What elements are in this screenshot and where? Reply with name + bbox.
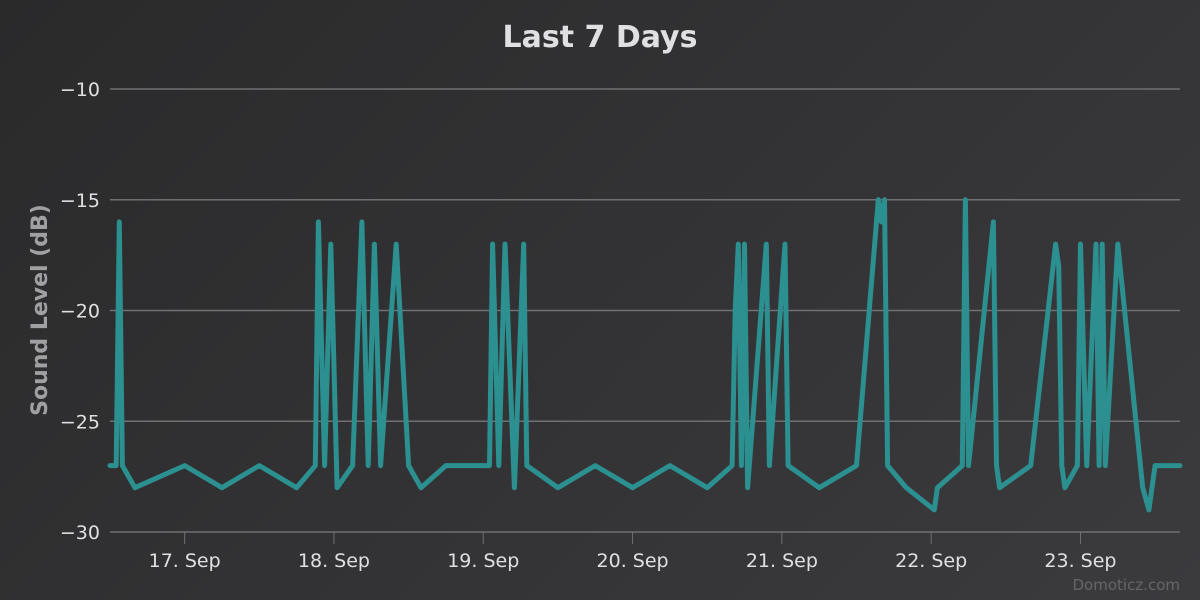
gridlines	[110, 88, 1180, 533]
y-axis-label: Sound Level (dB)	[28, 204, 53, 416]
chart-title: Last 7 Days	[503, 20, 698, 55]
x-tick-label: 22. Sep	[895, 550, 967, 572]
series-line[interactable]	[107, 197, 1183, 513]
x-tick-label: 18. Sep	[298, 550, 370, 572]
x-axis-ticks: 17. Sep 18. Sep 19. Sep 20. Sep 21. Sep 22. S…	[149, 532, 1117, 572]
y-tick-label: −25	[60, 411, 100, 433]
y-tick-label: −10	[60, 79, 100, 101]
y-axis-ticks: −10 −15 −20 −25 −30	[60, 79, 100, 544]
x-tick-label: 23. Sep	[1044, 550, 1116, 572]
x-tick-label: 20. Sep	[597, 550, 669, 572]
x-tick-label: 21. Sep	[746, 550, 818, 572]
credits-link[interactable]: Domoticz.com	[1073, 576, 1181, 594]
y-tick-label: −30	[60, 522, 100, 544]
y-tick-label: −20	[60, 301, 100, 323]
x-tick-label: 19. Sep	[447, 550, 519, 572]
y-tick-label: −15	[60, 190, 100, 212]
series-group	[107, 197, 1183, 513]
x-tick-label: 17. Sep	[149, 550, 221, 572]
